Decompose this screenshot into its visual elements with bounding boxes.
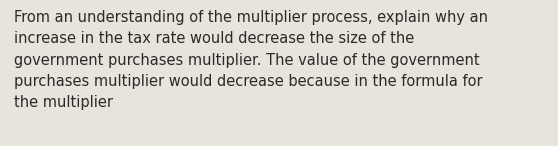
Text: From an understanding of the multiplier process, explain why an
increase in the : From an understanding of the multiplier … bbox=[14, 10, 488, 110]
